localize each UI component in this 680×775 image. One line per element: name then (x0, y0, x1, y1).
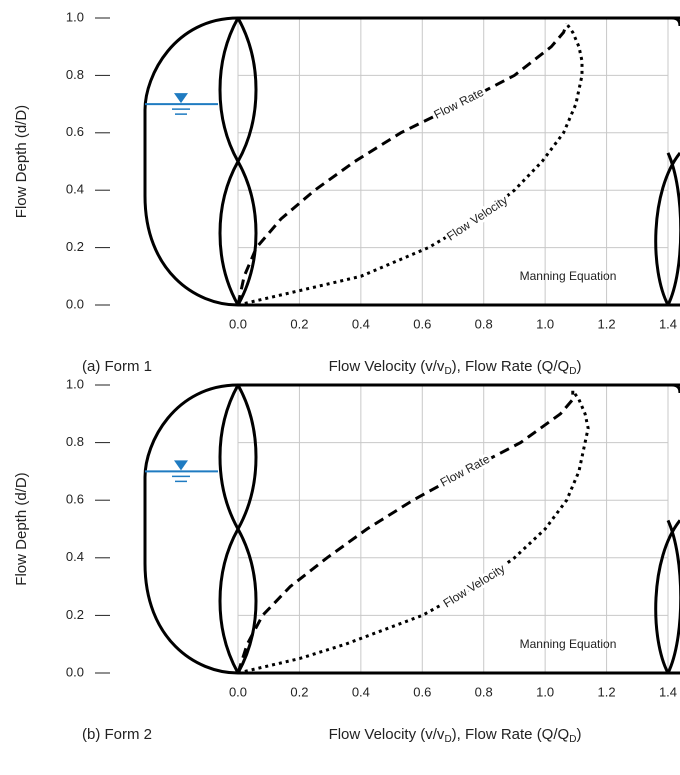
x-tick-label: 0.8 (475, 316, 493, 331)
curve-label: Flow Velocity (444, 193, 510, 244)
y-tick-label: 0.6 (66, 492, 84, 507)
x-axis-label-part: ) (576, 726, 581, 743)
x-tick-label: 0.0 (229, 684, 247, 699)
y-tick-label: 0.4 (66, 549, 84, 564)
x-axis-label-part: ), Flow Rate (Q/Q (452, 358, 570, 375)
y-tick-label: 0.0 (66, 296, 84, 311)
x-axis-label-part: Flow Velocity (v/v (329, 358, 445, 375)
y-axis-label: Flow Depth (d/D) (13, 472, 30, 585)
y-tick-label: 0.8 (66, 67, 84, 82)
x-tick-label: 1.2 (598, 684, 616, 699)
y-tick-label: 1.0 (66, 9, 84, 24)
x-axis-label: Flow Velocity (v/vD), Flow Rate (Q/QD) (329, 358, 582, 377)
x-tick-label: 0.4 (352, 684, 370, 699)
y-tick-label: 0.6 (66, 124, 84, 139)
x-tick-label: 0.2 (290, 316, 308, 331)
pipe-section (218, 384, 258, 674)
x-tick-label: 1.4 (659, 684, 677, 699)
y-tick-label: 0.2 (66, 239, 84, 254)
water-triangle (174, 460, 188, 471)
annotation: Manning Equation (520, 637, 617, 651)
y-tick-label: 0.8 (66, 434, 84, 449)
x-axis-label-part: D (444, 734, 451, 745)
x-tick-label: 0.4 (352, 316, 370, 331)
caption: (b) Form 2 (82, 726, 152, 743)
x-axis-label-part: D (444, 366, 451, 377)
pipe-outline (143, 383, 680, 675)
y-tick-label: 1.0 (66, 376, 84, 391)
annotation: Manning Equation (520, 269, 617, 283)
y-tick-label: 0.4 (66, 182, 84, 197)
x-tick-label: 0.8 (475, 684, 493, 699)
pipe-outline (143, 16, 680, 307)
x-tick-label: 1.0 (536, 684, 554, 699)
y-tick-label: 0.0 (66, 664, 84, 679)
series-line (236, 390, 575, 674)
x-tick-label: 0.0 (229, 316, 247, 331)
water-triangle (174, 93, 188, 104)
x-axis-label-part: D (569, 366, 576, 377)
x-axis-label-part: Flow Velocity (v/v (329, 726, 445, 743)
x-tick-label: 0.6 (413, 316, 431, 331)
water-lines (172, 475, 190, 483)
x-tick-label: 0.6 (413, 684, 431, 699)
x-tick-label: 1.0 (536, 316, 554, 331)
caption: (a) Form 1 (82, 358, 152, 375)
x-tick-label: 0.2 (290, 684, 308, 699)
curve-label: Flow Rate (431, 85, 486, 122)
water-lines (172, 108, 190, 115)
pipe-section (218, 17, 258, 306)
x-tick-label: 1.4 (659, 316, 677, 331)
y-tick-label: 0.2 (66, 607, 84, 622)
y-axis-label: Flow Depth (d/D) (13, 105, 30, 218)
x-axis-label-part: ), Flow Rate (Q/Q (452, 726, 570, 743)
x-axis-label-part: ) (576, 358, 581, 375)
x-axis-label-part: D (569, 734, 576, 745)
curve-label: Flow Velocity (441, 561, 508, 610)
series-line (237, 22, 584, 307)
series-line (236, 23, 569, 306)
x-axis-label: Flow Velocity (v/vD), Flow Rate (Q/QD) (329, 726, 582, 745)
x-tick-label: 1.2 (598, 316, 616, 331)
